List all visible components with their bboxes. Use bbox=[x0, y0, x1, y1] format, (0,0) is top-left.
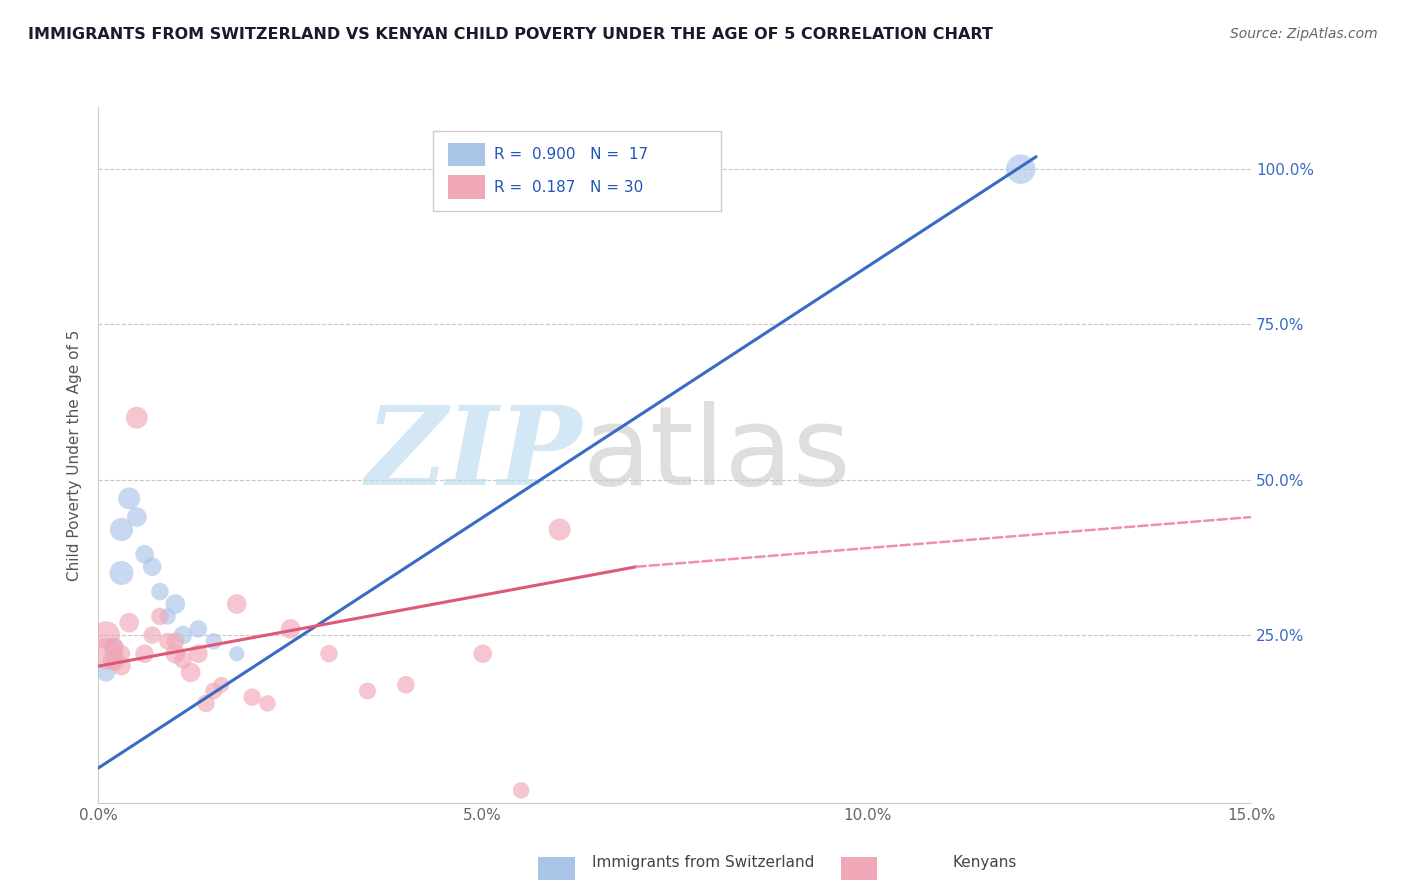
Point bbox=[280, 622, 302, 636]
Point bbox=[149, 609, 172, 624]
Text: Kenyans: Kenyans bbox=[952, 855, 1017, 870]
Point bbox=[110, 523, 132, 537]
Point bbox=[172, 653, 194, 667]
Point bbox=[318, 647, 340, 661]
Point bbox=[103, 653, 125, 667]
Point bbox=[110, 659, 132, 673]
FancyBboxPatch shape bbox=[433, 131, 721, 211]
Point bbox=[141, 559, 163, 574]
Text: atlas: atlas bbox=[582, 401, 851, 508]
Y-axis label: Child Poverty Under the Age of 5: Child Poverty Under the Age of 5 bbox=[67, 329, 83, 581]
FancyBboxPatch shape bbox=[538, 857, 575, 880]
Point bbox=[172, 628, 194, 642]
Point bbox=[125, 410, 148, 425]
Point bbox=[134, 647, 156, 661]
Point bbox=[103, 653, 125, 667]
Point bbox=[548, 523, 571, 537]
Point bbox=[103, 640, 125, 655]
Text: IMMIGRANTS FROM SWITZERLAND VS KENYAN CHILD POVERTY UNDER THE AGE OF 5 CORRELATI: IMMIGRANTS FROM SWITZERLAND VS KENYAN CH… bbox=[28, 27, 993, 42]
Point bbox=[395, 678, 418, 692]
Point bbox=[225, 597, 247, 611]
Point bbox=[356, 684, 378, 698]
Point bbox=[94, 665, 117, 680]
Point bbox=[118, 615, 141, 630]
Point bbox=[165, 634, 187, 648]
Point bbox=[1010, 162, 1032, 177]
FancyBboxPatch shape bbox=[447, 143, 485, 166]
Point bbox=[510, 783, 533, 797]
Point bbox=[187, 647, 209, 661]
Point bbox=[202, 634, 225, 648]
Point bbox=[110, 647, 132, 661]
Point bbox=[94, 628, 117, 642]
Point bbox=[165, 597, 187, 611]
Text: R =  0.187   N = 30: R = 0.187 N = 30 bbox=[494, 179, 643, 194]
Point bbox=[180, 665, 202, 680]
Point bbox=[165, 647, 187, 661]
Point bbox=[195, 697, 218, 711]
Point bbox=[118, 491, 141, 506]
Point bbox=[103, 640, 125, 655]
Point bbox=[141, 628, 163, 642]
Point bbox=[202, 684, 225, 698]
Point bbox=[225, 647, 247, 661]
Point bbox=[156, 634, 179, 648]
Point bbox=[187, 622, 209, 636]
Point bbox=[149, 584, 172, 599]
Point bbox=[94, 647, 117, 661]
Point bbox=[256, 697, 278, 711]
Point bbox=[110, 566, 132, 580]
Text: Source: ZipAtlas.com: Source: ZipAtlas.com bbox=[1230, 27, 1378, 41]
Point bbox=[240, 690, 263, 705]
FancyBboxPatch shape bbox=[841, 857, 877, 880]
Point bbox=[209, 678, 232, 692]
Point bbox=[156, 609, 179, 624]
Text: R =  0.900   N =  17: R = 0.900 N = 17 bbox=[494, 147, 648, 161]
Point bbox=[134, 547, 156, 561]
Point bbox=[471, 647, 494, 661]
Point bbox=[125, 510, 148, 524]
Text: ZIP: ZIP bbox=[366, 401, 582, 508]
FancyBboxPatch shape bbox=[447, 175, 485, 199]
Text: Immigrants from Switzerland: Immigrants from Switzerland bbox=[592, 855, 814, 870]
